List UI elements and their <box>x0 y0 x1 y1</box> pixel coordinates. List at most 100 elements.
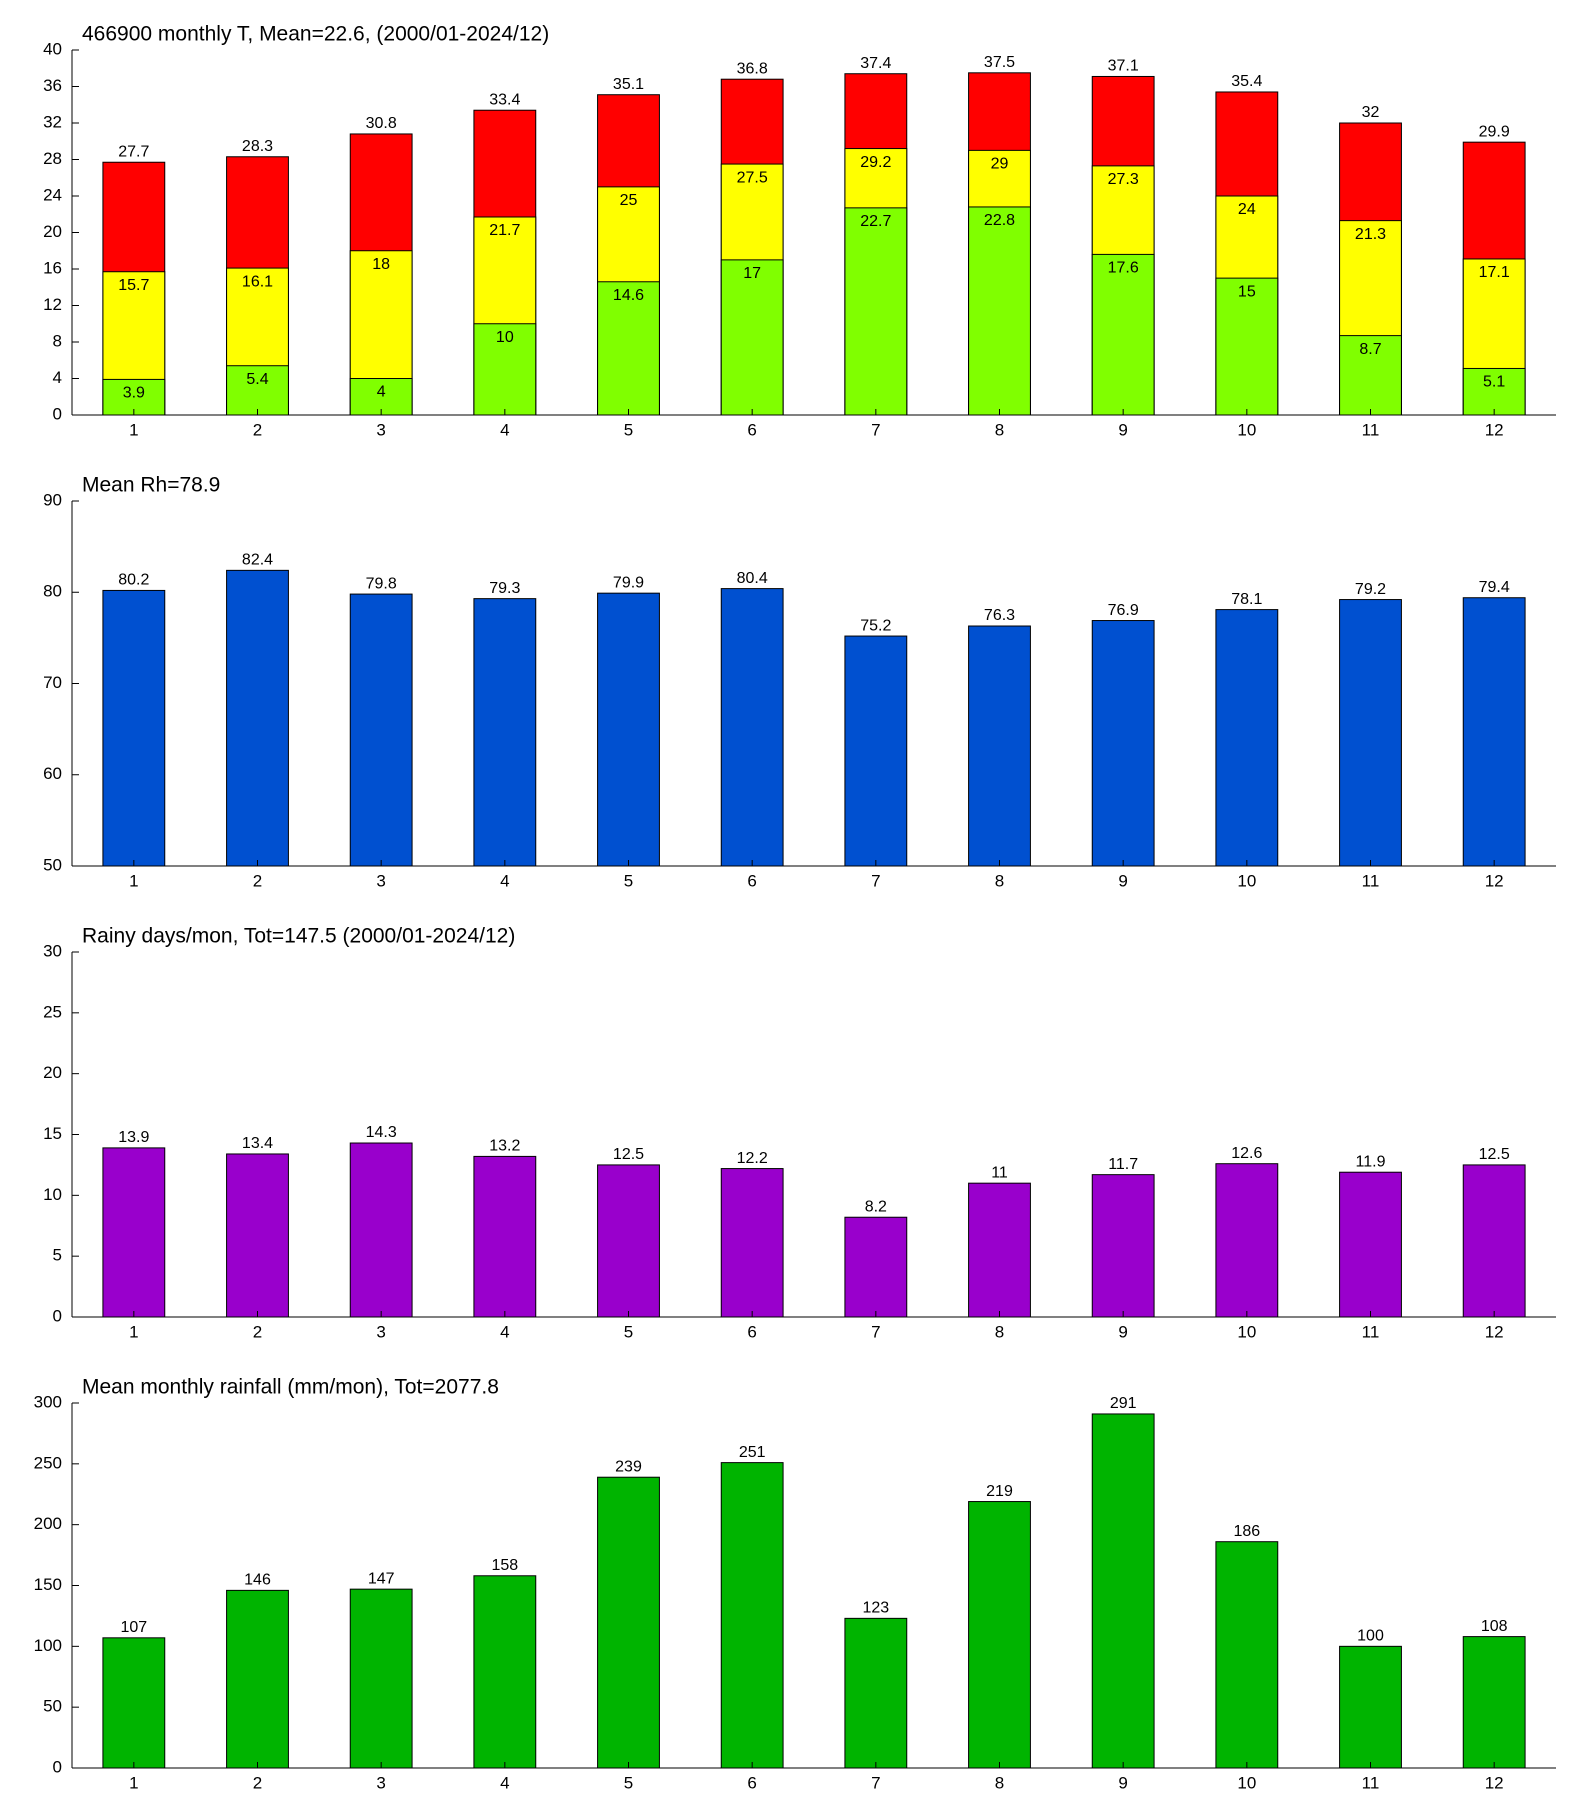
value-label: 146 <box>244 1572 271 1589</box>
bar <box>720 1168 784 1318</box>
bar <box>844 635 908 867</box>
bar <box>720 588 784 867</box>
value-label: 107 <box>120 1619 147 1636</box>
value-label: 17 <box>743 265 761 282</box>
bar <box>968 1182 1031 1318</box>
y-tick-label: 24 <box>43 185 62 204</box>
y-tick-label: 36 <box>43 76 62 95</box>
bar <box>1462 597 1526 867</box>
x-tick-label: 8 <box>995 871 1004 890</box>
value-label: 33.4 <box>489 91 520 108</box>
value-label: 108 <box>1481 1618 1508 1635</box>
bar <box>473 323 537 416</box>
value-label: 8.7 <box>1359 341 1381 358</box>
x-tick-label: 3 <box>376 420 385 439</box>
bar <box>1091 620 1155 867</box>
value-label: 123 <box>862 1600 889 1617</box>
y-tick-label: 28 <box>43 149 62 168</box>
value-label: 32 <box>1362 104 1380 121</box>
x-tick-label: 1 <box>129 1322 138 1341</box>
x-tick-label: 5 <box>624 1322 633 1341</box>
value-label: 25 <box>620 192 638 209</box>
bar <box>597 592 660 867</box>
bar <box>1339 599 1402 867</box>
value-label: 24 <box>1238 201 1256 218</box>
chart-title: Mean Rh=78.9 <box>82 474 220 497</box>
bar <box>844 207 908 416</box>
bar <box>473 1155 537 1318</box>
x-tick-label: 2 <box>253 1773 262 1792</box>
value-label: 79.2 <box>1355 581 1386 598</box>
value-label: 37.5 <box>984 54 1015 71</box>
x-tick-label: 2 <box>253 1322 262 1341</box>
bar <box>226 569 289 867</box>
value-label: 80.2 <box>118 572 149 589</box>
value-label: 5.1 <box>1483 374 1505 391</box>
value-label: 251 <box>739 1444 766 1461</box>
bar <box>1215 609 1279 867</box>
bar <box>226 1153 289 1318</box>
value-label: 3.9 <box>123 385 145 402</box>
x-tick-label: 3 <box>376 871 385 890</box>
y-tick-label: 60 <box>43 764 62 783</box>
bar <box>473 598 537 867</box>
value-label: 79.9 <box>613 574 644 591</box>
y-tick-label: 20 <box>43 222 62 241</box>
x-tick-label: 5 <box>624 1773 633 1792</box>
x-tick-label: 12 <box>1485 420 1504 439</box>
x-tick-label: 6 <box>747 1773 756 1792</box>
value-label: 29 <box>991 156 1009 173</box>
bar <box>349 593 413 867</box>
value-label: 10 <box>496 329 514 346</box>
x-tick-label: 9 <box>1118 871 1127 890</box>
value-label: 76.3 <box>984 607 1015 624</box>
bar <box>1462 1164 1526 1318</box>
value-label: 17.6 <box>1108 260 1139 277</box>
y-tick-label: 40 <box>43 39 62 58</box>
value-label: 14.6 <box>613 287 644 304</box>
y-tick-label: 70 <box>43 673 62 692</box>
chart-title: Mean monthly rainfall (mm/mon), Tot=2077… <box>82 1376 499 1399</box>
value-label: 4 <box>377 384 386 401</box>
y-tick-label: 25 <box>43 1002 62 1021</box>
value-label: 35.4 <box>1231 73 1262 90</box>
bar <box>226 1589 289 1769</box>
value-label: 158 <box>491 1557 518 1574</box>
value-label: 30.8 <box>366 115 397 132</box>
value-label: 147 <box>368 1570 395 1587</box>
bar <box>102 1637 166 1769</box>
y-tick-label: 20 <box>43 1063 62 1082</box>
x-tick-label: 8 <box>995 420 1004 439</box>
x-tick-label: 11 <box>1362 1322 1380 1341</box>
value-label: 36.8 <box>737 60 768 77</box>
value-label: 13.9 <box>118 1129 149 1146</box>
x-tick-label: 11 <box>1362 1773 1380 1792</box>
x-tick-label: 8 <box>995 1322 1004 1341</box>
y-tick-label: 5 <box>53 1246 62 1265</box>
x-tick-label: 2 <box>253 871 262 890</box>
x-tick-label: 7 <box>871 1322 880 1341</box>
value-label: 27.7 <box>118 143 149 160</box>
value-label: 37.4 <box>860 55 891 72</box>
value-label: 29.9 <box>1479 123 1510 140</box>
x-tick-label: 12 <box>1485 1322 1504 1341</box>
y-tick-label: 32 <box>43 112 62 131</box>
value-label: 5.4 <box>246 371 268 388</box>
y-tick-label: 250 <box>34 1453 62 1472</box>
value-label: 79.8 <box>366 575 397 592</box>
bar <box>720 1462 784 1769</box>
value-label: 37.1 <box>1108 58 1139 75</box>
bar <box>844 1617 908 1769</box>
x-tick-label: 9 <box>1118 1773 1127 1792</box>
bar <box>1462 1636 1526 1769</box>
y-tick-label: 50 <box>43 855 62 874</box>
bar <box>597 1476 660 1769</box>
value-label: 186 <box>1233 1523 1260 1540</box>
bar <box>720 259 784 416</box>
bar <box>597 1164 660 1318</box>
value-label: 79.4 <box>1479 579 1510 596</box>
value-label: 22.8 <box>984 212 1015 229</box>
value-label: 18 <box>372 256 390 273</box>
x-tick-label: 10 <box>1237 1322 1256 1341</box>
value-label: 13.4 <box>242 1135 273 1152</box>
